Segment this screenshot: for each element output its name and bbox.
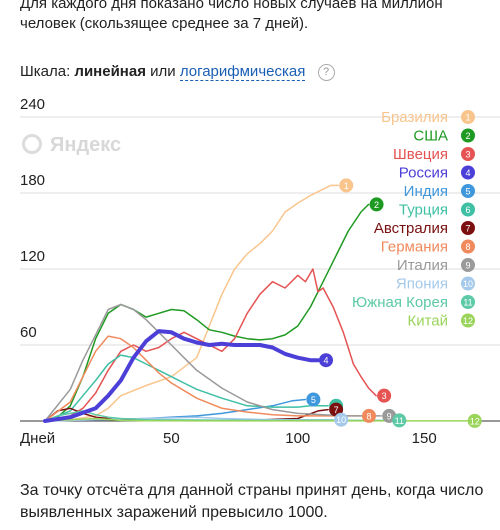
x-axis-label: Дней bbox=[20, 430, 55, 447]
series-end-marker-label: 5 bbox=[311, 395, 316, 405]
intro-text: Для каждого дня показано число новых слу… bbox=[20, 0, 443, 32]
legend-marker-label: 9 bbox=[465, 261, 470, 271]
legend-entry-11: Южная Корея bbox=[352, 294, 448, 311]
scale-selector: Шкала: линейная или логарифмическая ? bbox=[20, 62, 335, 82]
line-chart: 60120180240Дней50100150123456789101112Бр… bbox=[20, 96, 500, 447]
series-line-3 bbox=[44, 268, 377, 422]
y-tick-label: 120 bbox=[20, 248, 45, 265]
legend-marker-label: 2 bbox=[465, 131, 470, 141]
legend-entry-3: Швеция bbox=[393, 146, 448, 163]
legend-marker-10 bbox=[461, 276, 475, 291]
legend-entry-1: Бразилия bbox=[381, 109, 448, 126]
legend-marker-label: 4 bbox=[465, 168, 470, 178]
series-end-marker-label: 4 bbox=[323, 356, 328, 366]
legend-entry-2: США bbox=[413, 128, 448, 145]
legend-marker-label: 6 bbox=[465, 205, 470, 215]
legend-marker-label: 1 bbox=[465, 113, 470, 123]
legend-marker-1 bbox=[461, 110, 475, 124]
legend-marker-9 bbox=[461, 258, 475, 272]
x-tick-label: 150 bbox=[412, 430, 437, 447]
legend-marker-label: 10 bbox=[463, 279, 473, 289]
scale-or-text: или bbox=[150, 63, 176, 80]
series-end-marker-label: 8 bbox=[366, 411, 371, 421]
series-line-8 bbox=[44, 335, 362, 422]
legend-marker-3 bbox=[461, 147, 475, 161]
series-end-marker-label: 7 bbox=[334, 405, 339, 415]
series-line-4 bbox=[43, 329, 320, 423]
legend-marker-label: 7 bbox=[465, 224, 470, 234]
legend-marker-6 bbox=[461, 202, 475, 217]
series-line-9 bbox=[44, 303, 382, 422]
x-tick-label: 100 bbox=[285, 430, 310, 447]
yandex-watermark: Яндекс bbox=[22, 134, 121, 157]
legend-entry-6: Турция bbox=[399, 202, 448, 219]
series-end-marker-10 bbox=[334, 412, 349, 427]
legend-marker-5 bbox=[461, 184, 475, 198]
series-end-marker-2 bbox=[369, 197, 384, 212]
legend-entry-7: Австралия bbox=[374, 220, 448, 237]
scale-log-option[interactable]: логарифмическая bbox=[179, 63, 306, 81]
series-line-2 bbox=[44, 203, 370, 422]
series-end-marker-label: 2 bbox=[374, 200, 379, 210]
series-line-1 bbox=[44, 184, 339, 422]
scale-linear-option[interactable]: линейная bbox=[74, 63, 146, 80]
y-tick-label: 60 bbox=[20, 324, 37, 341]
series-end-marker-12 bbox=[467, 413, 482, 428]
legend-marker-4 bbox=[461, 165, 475, 180]
series-end-marker-5 bbox=[306, 392, 321, 407]
y-tick-label: 240 bbox=[20, 96, 45, 113]
legend-entry-10: Япония bbox=[396, 276, 448, 293]
series-end-marker-8 bbox=[361, 408, 376, 423]
watermark-text: Яндекс bbox=[50, 134, 122, 156]
legend-marker-11 bbox=[461, 295, 475, 309]
legend-marker-label: 12 bbox=[463, 316, 473, 326]
series-end-marker-1 bbox=[339, 178, 354, 193]
intro-clip: Для каждого дня показано число новых слу… bbox=[0, 0, 500, 42]
series-end-marker-label: 3 bbox=[382, 391, 387, 401]
series-end-marker-11 bbox=[392, 413, 407, 428]
legend-entry-9: Италия bbox=[397, 257, 448, 274]
legend-entry-12: Китай bbox=[407, 313, 448, 330]
legend-marker-12 bbox=[461, 313, 475, 328]
series-end-marker-3 bbox=[377, 388, 392, 403]
scale-label: Шкала: bbox=[20, 63, 71, 80]
help-icon[interactable]: ? bbox=[317, 64, 335, 81]
series-end-marker-label: 11 bbox=[395, 416, 404, 426]
legend-marker-label: 5 bbox=[465, 187, 470, 197]
y-tick-label: 180 bbox=[20, 172, 45, 189]
outro-text: За точку отсчёта для данной страны приня… bbox=[20, 482, 484, 521]
series-end-marker-label: 9 bbox=[387, 411, 392, 421]
legend-entry-4: Россия bbox=[399, 165, 448, 182]
legend-entry-5: Индия bbox=[404, 183, 448, 200]
legend-marker-8 bbox=[461, 239, 475, 254]
series-end-marker-label: 1 bbox=[344, 181, 349, 191]
series-line-6 bbox=[44, 354, 329, 422]
x-tick-label: 50 bbox=[163, 430, 180, 447]
watermark-logo-icon bbox=[22, 134, 42, 154]
series-end-marker-label: 12 bbox=[470, 416, 480, 426]
legend-marker-label: 3 bbox=[465, 150, 470, 160]
series-end-marker-4 bbox=[319, 353, 333, 368]
legend-marker-7 bbox=[461, 221, 475, 235]
legend-marker-2 bbox=[461, 128, 475, 143]
legend-marker-label: 11 bbox=[463, 298, 472, 308]
legend-marker-label: 8 bbox=[465, 242, 470, 252]
legend-entry-8: Германия bbox=[381, 239, 448, 256]
series-end-marker-label: 10 bbox=[336, 415, 346, 425]
